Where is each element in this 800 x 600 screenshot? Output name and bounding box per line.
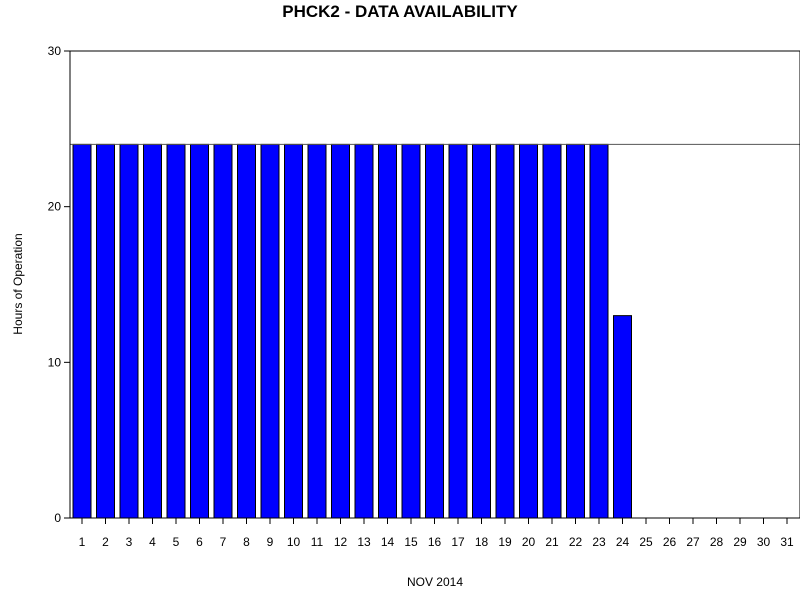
bar-8 (237, 143, 256, 519)
bar-9 (260, 143, 280, 519)
y-axis: 0 10 20 30 (48, 44, 70, 525)
bar-2 (96, 143, 115, 519)
y-tick-label: 30 (48, 44, 62, 58)
bar-1 (72, 143, 92, 519)
x-tick-label: 11 (311, 535, 324, 549)
bar-10 (284, 143, 303, 519)
bar-19 (495, 143, 515, 519)
bar-3 (119, 143, 139, 519)
x-tick-label: 13 (357, 535, 371, 549)
chart-title: PHCK2 - DATA AVAILABILITY (282, 2, 518, 21)
bar-15 (401, 143, 421, 519)
x-tick-label: 18 (475, 535, 489, 549)
x-tick-label: 22 (569, 535, 583, 549)
y-tick-label: 0 (54, 511, 61, 525)
x-tick-label: 15 (404, 535, 418, 549)
bar-23 (589, 143, 609, 519)
x-tick-label: 28 (710, 535, 724, 549)
x-tick-label: 19 (498, 535, 512, 549)
x-tick-label: 9 (267, 535, 274, 549)
x-tick-label: 24 (616, 535, 630, 549)
bar-4 (143, 143, 162, 519)
x-tick-label: 16 (428, 535, 442, 549)
bar-6 (190, 143, 209, 519)
bar-13 (354, 143, 374, 519)
x-tick-label: 1 (79, 535, 86, 549)
x-tick-label: 30 (757, 535, 771, 549)
x-axis: 1 2 3 4 5 6 7 8 9 10 11 12 13 14 15 16 17 18 19 20 21 22 23 24 2… (79, 518, 794, 549)
bar-12 (331, 143, 350, 519)
bar-22 (566, 143, 585, 519)
bar-16 (425, 143, 444, 519)
bar-11 (307, 143, 327, 519)
x-tick-label: 4 (149, 535, 156, 549)
x-axis-title: NOV 2014 (407, 575, 463, 589)
bar-24 (613, 315, 632, 519)
bar-20 (519, 143, 538, 519)
x-tick-label: 10 (287, 535, 301, 549)
bar-21 (542, 143, 562, 519)
x-tick-label: 29 (733, 535, 747, 549)
x-tick-label: 6 (196, 535, 203, 549)
x-tick-label: 7 (220, 535, 227, 549)
bar-14 (378, 143, 397, 519)
x-tick-label: 31 (780, 535, 794, 549)
x-tick-label: 20 (522, 535, 536, 549)
x-tick-label: 5 (173, 535, 180, 549)
x-tick-label: 3 (126, 535, 133, 549)
x-tick-label: 27 (686, 535, 700, 549)
y-tick-label: 20 (48, 200, 62, 214)
x-tick-label: 12 (334, 535, 348, 549)
x-tick-label: 14 (381, 535, 395, 549)
x-tick-label: 26 (663, 535, 677, 549)
bar-7 (213, 143, 233, 519)
x-tick-label: 25 (639, 535, 653, 549)
bar-18 (472, 143, 491, 519)
x-tick-label: 17 (451, 535, 465, 549)
x-tick-label: 2 (102, 535, 109, 549)
x-tick-label: 23 (592, 535, 606, 549)
y-axis-title: Hours of Operation (11, 233, 25, 334)
x-tick-label: 21 (545, 535, 559, 549)
bar-5 (166, 143, 186, 519)
bars-group (72, 143, 632, 519)
y-tick-label: 10 (48, 355, 62, 369)
x-tick-label: 8 (243, 535, 250, 549)
bar-17 (448, 143, 468, 519)
